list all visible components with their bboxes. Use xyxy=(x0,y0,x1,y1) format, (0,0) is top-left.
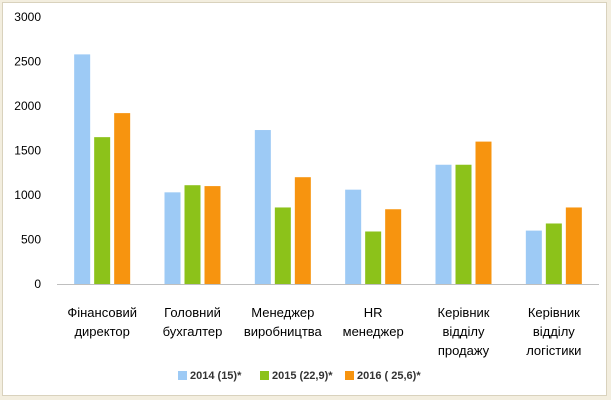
x-category-label-4: Керівник відділу продажу xyxy=(438,305,490,358)
x-category-label-0: Фінансовий директор xyxy=(67,305,137,339)
x-category-label-line: Менеджер xyxy=(251,305,314,320)
legend: 2014 (15)* 2015 (22,9)* 2016 ( 25,6)* xyxy=(178,370,421,382)
bar-series0-cat3 xyxy=(345,189,362,284)
bar-chart: 0 500 1000 1500 2000 2500 3000 Фінансовий дирек… xyxy=(14,10,599,382)
legend-label-0: 2014 (15)* xyxy=(190,370,242,382)
x-category-label-1: Головний бухгалтер xyxy=(163,305,223,339)
y-axis-tick-labels: 0 500 1000 1500 2000 2500 3000 xyxy=(14,10,41,291)
x-category-label-line: Головний xyxy=(164,305,221,320)
y-tick-label-0: 0 xyxy=(34,277,41,291)
y-tick-label-1: 500 xyxy=(21,233,41,247)
bar-series2-cat2 xyxy=(294,177,311,284)
x-category-label-line: відділу xyxy=(533,324,575,339)
x-category-label-line: продажу xyxy=(438,343,490,358)
y-tick-label-2: 1000 xyxy=(14,188,41,202)
x-axis-category-labels: Фінансовий директор Головний бухгалтер Менед… xyxy=(67,305,581,358)
legend-swatch-0 xyxy=(178,371,187,380)
y-tick-label-6: 3000 xyxy=(14,10,41,24)
bar-series2-cat5 xyxy=(565,207,582,284)
bar-series1-cat0 xyxy=(94,137,111,284)
x-category-label-line: Керівник xyxy=(528,305,580,320)
x-category-label-line: відділу xyxy=(443,324,485,339)
x-category-label-line: менеджер xyxy=(343,324,404,339)
legend-swatch-2 xyxy=(345,371,354,380)
y-tick-label-3: 1500 xyxy=(14,144,41,158)
legend-label-2: 2016 ( 25,6)* xyxy=(357,370,421,382)
bar-series0-cat2 xyxy=(254,130,271,284)
chart-frame: 0 500 1000 1500 2000 2500 3000 Фінансовий дирек… xyxy=(2,2,607,396)
y-tick-label-4: 2000 xyxy=(14,99,41,113)
x-category-label-3: HR менеджер xyxy=(343,305,404,339)
bar-series0-cat1 xyxy=(164,192,181,284)
x-category-label-line: HR xyxy=(364,305,383,320)
x-category-label-2: Менеджер виробництва xyxy=(244,305,323,339)
bar-series2-cat3 xyxy=(385,209,402,284)
x-category-label-line: виробництва xyxy=(244,324,323,339)
bar-series1-cat5 xyxy=(545,223,562,284)
bar-series1-cat1 xyxy=(184,185,201,284)
x-category-label-line: директор xyxy=(74,324,129,339)
bars xyxy=(74,54,582,285)
bar-series1-cat4 xyxy=(455,164,472,284)
bar-series1-cat3 xyxy=(365,231,382,284)
x-category-label-line: Керівник xyxy=(438,305,490,320)
x-category-label-5: Керівник відділу логістики xyxy=(526,305,581,358)
bar-series0-cat5 xyxy=(525,230,542,284)
x-category-label-line: логістики xyxy=(526,343,581,358)
bar-series2-cat1 xyxy=(204,186,221,284)
bar-series2-cat4 xyxy=(475,141,492,284)
bar-series0-cat0 xyxy=(74,54,91,284)
legend-swatch-1 xyxy=(260,371,269,380)
bar-series1-cat2 xyxy=(274,207,291,284)
y-tick-label-5: 2500 xyxy=(14,55,41,69)
x-category-label-line: Фінансовий xyxy=(67,305,137,320)
bar-series0-cat4 xyxy=(435,164,452,284)
legend-label-1: 2015 (22,9)* xyxy=(272,370,333,382)
bar-series2-cat0 xyxy=(114,113,131,285)
x-category-label-line: бухгалтер xyxy=(163,324,223,339)
